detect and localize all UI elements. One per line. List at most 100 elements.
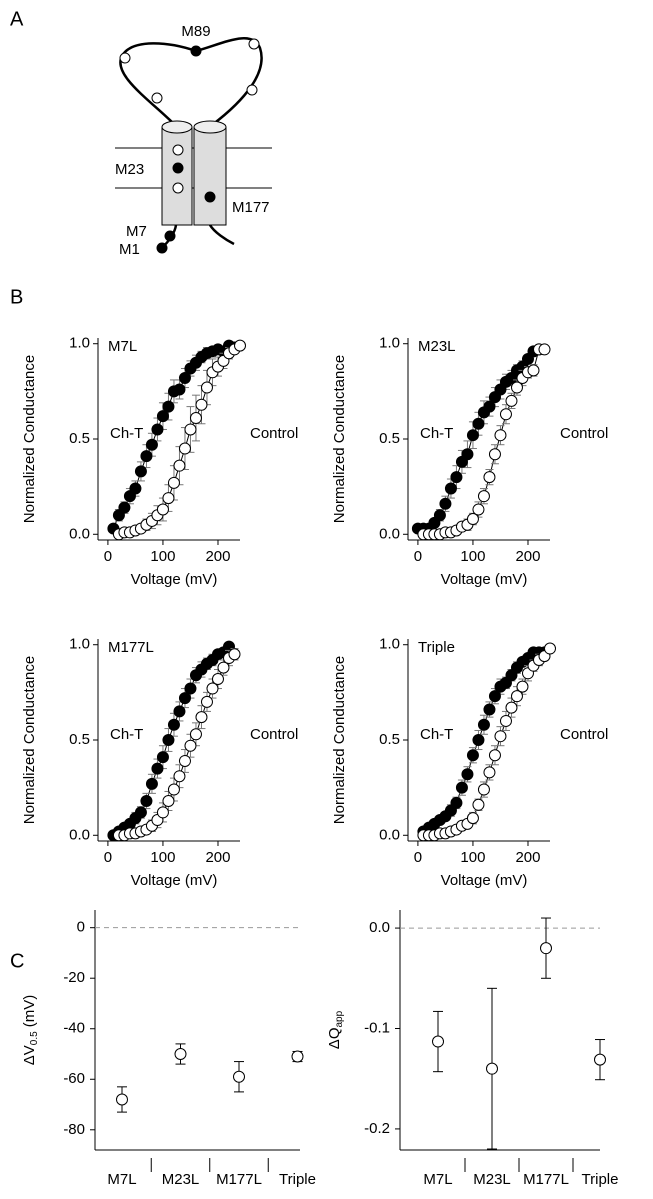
data-point: [189, 412, 202, 425]
helix: [193, 126, 227, 226]
y-axis-label-part: ΔV: [21, 1045, 38, 1065]
residue: [172, 182, 184, 194]
data-point: [156, 410, 169, 423]
data-point: [195, 398, 208, 411]
helix: [161, 126, 193, 226]
residue: [190, 45, 202, 57]
data-point: [510, 381, 523, 394]
residue: [248, 38, 260, 50]
diagram-label: M7: [126, 223, 147, 240]
x-tick-label: M177L: [216, 1171, 262, 1188]
data-point: [156, 503, 169, 516]
data-point: [483, 400, 496, 413]
data-point: [151, 762, 164, 775]
panel-label: A: [10, 8, 24, 30]
data-point: [499, 408, 512, 421]
data-point: [217, 661, 230, 674]
y-tick-label: -20: [63, 969, 85, 986]
y-axis-label: ΔV0.5 (mV): [21, 995, 40, 1065]
y-tick-label: -0.1: [364, 1019, 390, 1036]
y-tick-label: -60: [63, 1070, 85, 1087]
data-point: [483, 703, 496, 716]
y-tick-label: 0.0: [69, 525, 90, 542]
data-point: [477, 783, 490, 796]
y-tick-label: 0: [77, 919, 85, 936]
data-point: [486, 1062, 498, 1075]
data-point: [211, 673, 224, 686]
data-point: [184, 423, 197, 436]
data-point: [538, 343, 551, 356]
residue: [204, 191, 216, 203]
data-point: [516, 680, 529, 693]
data-point: [488, 448, 501, 461]
data-point: [483, 766, 496, 779]
x-tick-label: 100: [460, 849, 485, 866]
x-tick-label: M177L: [523, 1171, 569, 1188]
data-point: [178, 692, 191, 705]
data-point: [134, 806, 147, 819]
data-point: [174, 1048, 187, 1060]
data-point: [594, 1053, 606, 1066]
data-point: [461, 768, 474, 781]
x-tick-label: Triple: [279, 1171, 316, 1188]
y-axis-label: Normalized Conductance: [331, 656, 348, 824]
x-tick-label: M23L: [162, 1171, 200, 1188]
data-point: [510, 690, 523, 703]
channel-diagram: [115, 37, 272, 254]
x-tick-label: 0: [104, 548, 112, 565]
residue: [156, 242, 168, 254]
x-tick-label: 100: [150, 548, 175, 565]
y-tick-label: -40: [63, 1020, 85, 1037]
data-point: [156, 806, 169, 819]
diagram-label: M23: [115, 161, 144, 178]
helix-top: [193, 120, 227, 134]
data-point: [118, 501, 131, 514]
data-point: [145, 777, 158, 790]
data-point: [450, 796, 463, 809]
residue: [151, 92, 163, 104]
data-point: [472, 734, 485, 746]
data-point: [200, 381, 213, 394]
series-label: Ch-T: [420, 425, 453, 442]
y-tick-label: 0.0: [69, 826, 90, 843]
x-tick-label: 100: [150, 849, 175, 866]
data-point: [291, 1050, 304, 1063]
data-point: [184, 739, 197, 752]
data-point: [200, 695, 213, 708]
x-tick-label: Triple: [582, 1171, 619, 1188]
helix-top: [161, 120, 193, 134]
x-tick-label: M23L: [473, 1171, 511, 1188]
data-point: [162, 400, 175, 413]
y-tick-label: -0.2: [364, 1120, 390, 1137]
data-point: [544, 642, 556, 655]
data-point: [173, 705, 186, 718]
data-point: [439, 497, 452, 510]
y-tick-label: 0.0: [379, 525, 400, 542]
data-point: [167, 718, 180, 731]
data-point: [173, 459, 186, 472]
diagram-label: M1: [119, 241, 140, 258]
data-point: [444, 482, 457, 495]
data-point: [228, 648, 241, 661]
y-tick-label: 1.0: [69, 335, 90, 352]
x-tick-label: 0: [414, 548, 422, 565]
data-point: [477, 490, 490, 503]
series-label: Control: [250, 425, 298, 442]
data-point: [455, 781, 468, 794]
panel-label: C: [10, 950, 24, 972]
y-tick-label: 0.0: [379, 826, 400, 843]
series-label: Control: [250, 726, 298, 743]
x-tick-label: 200: [205, 849, 230, 866]
data-point: [472, 503, 485, 516]
y-axis-label: Normalized Conductance: [331, 355, 348, 523]
y-tick-label: 1.0: [379, 636, 400, 653]
data-point: [450, 471, 463, 484]
data-point: [234, 339, 246, 352]
data-point: [527, 364, 540, 377]
data-point: [505, 701, 518, 714]
data-point: [233, 1070, 245, 1083]
series-label: Control: [560, 726, 608, 743]
y-axis-label-part: 0.5: [29, 1031, 40, 1045]
y-axis-label-part: (mV): [21, 995, 38, 1028]
x-axis-label: Voltage (mV): [441, 872, 528, 889]
